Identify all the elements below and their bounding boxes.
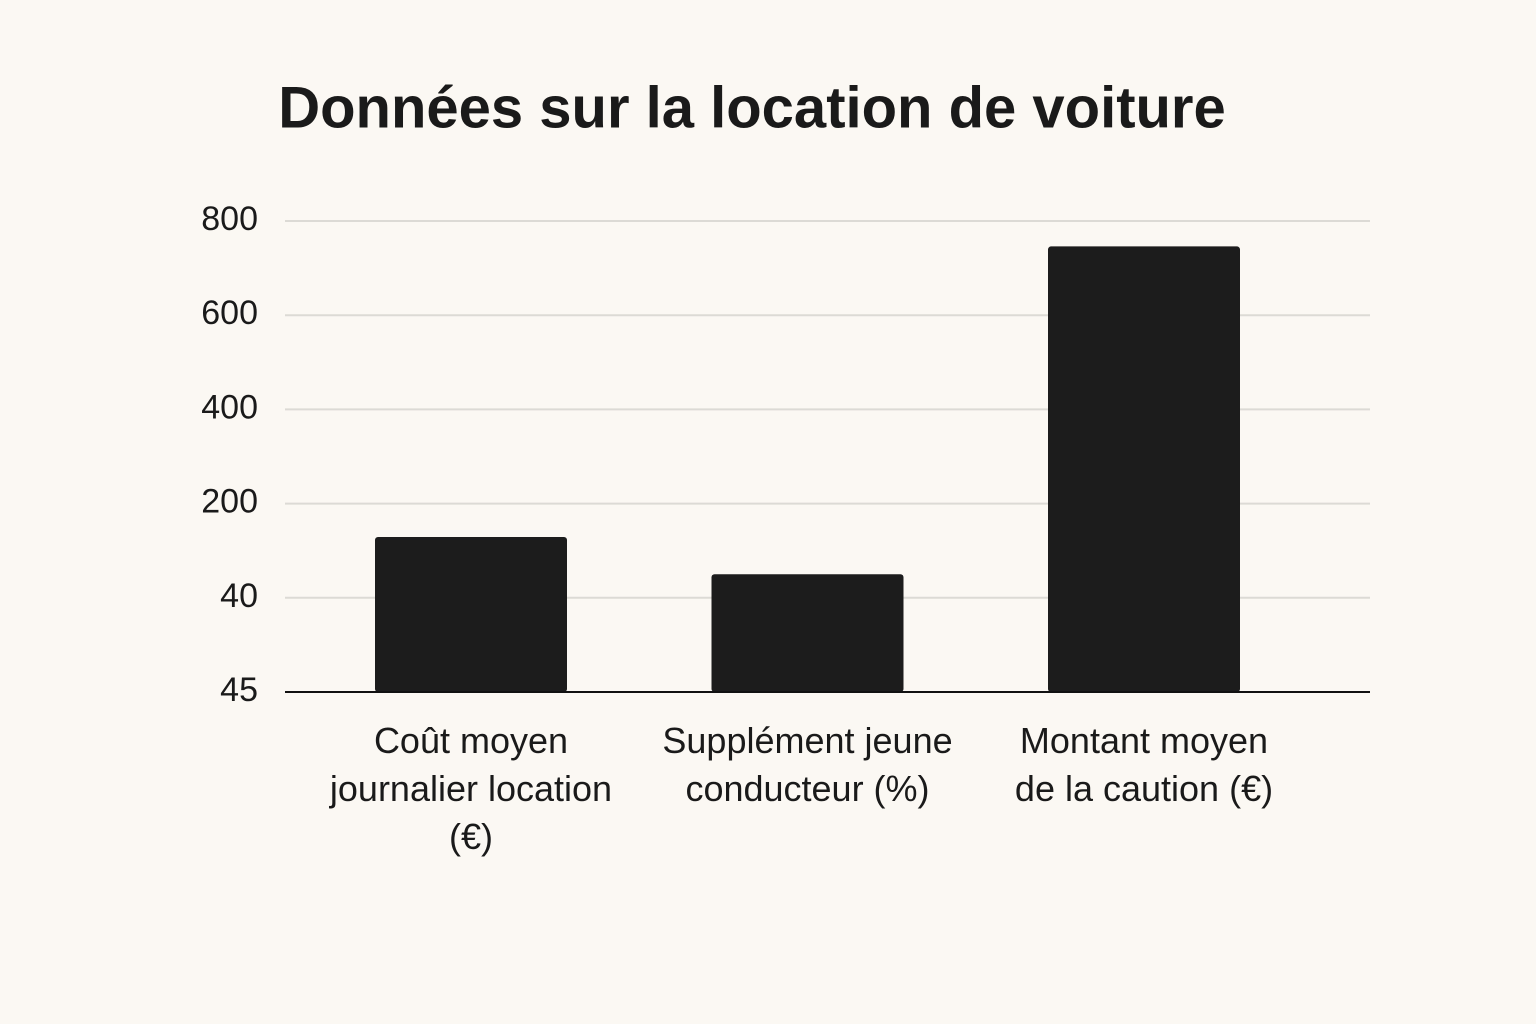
bar	[1048, 246, 1240, 692]
y-tick-label: 400	[201, 388, 258, 426]
y-tick-label: 200	[201, 483, 258, 521]
y-tick-label: 45	[220, 671, 258, 709]
label-line: Supplément jeune	[662, 720, 952, 761]
y-tick-label: 600	[201, 294, 258, 332]
label-line: conducteur (%)	[685, 768, 929, 809]
x-tick-label: Coût moyen journalier location (€)	[329, 720, 612, 857]
label-line: de la caution (€)	[1015, 768, 1273, 809]
y-tick-label: 40	[220, 577, 258, 615]
x-tick-label: Supplément jeune conducteur (%)	[662, 720, 952, 809]
y-tick-label: 800	[201, 200, 258, 238]
label-line: journalier location	[329, 768, 612, 809]
label-line: Montant moyen	[1020, 720, 1268, 761]
chart-title: Données sur la location de voiture	[278, 75, 1226, 140]
bar	[375, 537, 567, 692]
label-line: (€)	[449, 816, 493, 857]
bar	[711, 574, 904, 692]
x-tick-label: Montant moyen de la caution (€)	[1015, 720, 1273, 809]
label-line: Coût moyen	[374, 720, 568, 761]
